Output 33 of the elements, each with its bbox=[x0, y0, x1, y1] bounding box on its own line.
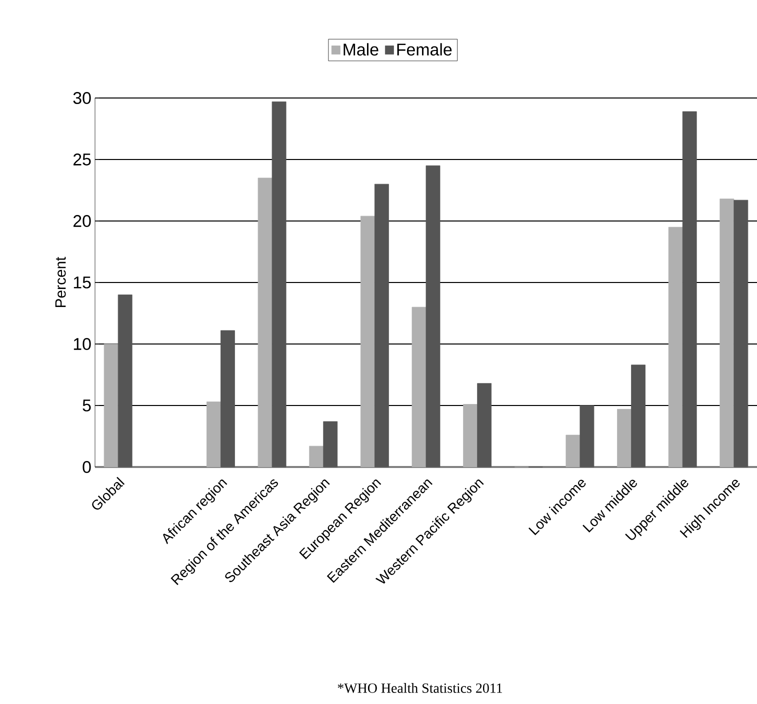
bar bbox=[682, 111, 697, 468]
bar bbox=[309, 446, 324, 468]
bar bbox=[580, 405, 594, 468]
bar bbox=[220, 330, 235, 468]
legend-label: Female bbox=[397, 43, 452, 56]
y-tick-label: 5 bbox=[82, 400, 91, 412]
bar bbox=[734, 200, 748, 468]
text: *WHO Health Statistics 2011 bbox=[338, 683, 502, 693]
bar bbox=[477, 383, 492, 468]
bar bbox=[412, 306, 426, 468]
bar bbox=[720, 198, 734, 468]
bar bbox=[463, 404, 478, 468]
y-tick-label: 30 bbox=[73, 92, 91, 104]
bar bbox=[426, 165, 440, 468]
bar bbox=[258, 178, 272, 468]
bar bbox=[617, 408, 632, 468]
y-tick-label: 25 bbox=[74, 154, 91, 166]
bar bbox=[374, 184, 389, 468]
bar bbox=[206, 402, 221, 468]
bar bbox=[566, 434, 580, 468]
y-tick-label: 10 bbox=[74, 338, 91, 350]
bar bbox=[272, 101, 286, 468]
y-tick-label: 15 bbox=[74, 276, 91, 288]
bar bbox=[104, 344, 118, 468]
bar bbox=[323, 421, 338, 468]
bar bbox=[360, 216, 375, 468]
bar bbox=[118, 294, 132, 468]
y-tick-label: 20 bbox=[74, 215, 91, 227]
y-axis-title: Percent bbox=[55, 256, 66, 308]
bar bbox=[631, 364, 646, 468]
y-tick-label: 0 bbox=[82, 461, 91, 473]
legend-label: Male bbox=[344, 43, 378, 56]
bar bbox=[668, 226, 683, 468]
